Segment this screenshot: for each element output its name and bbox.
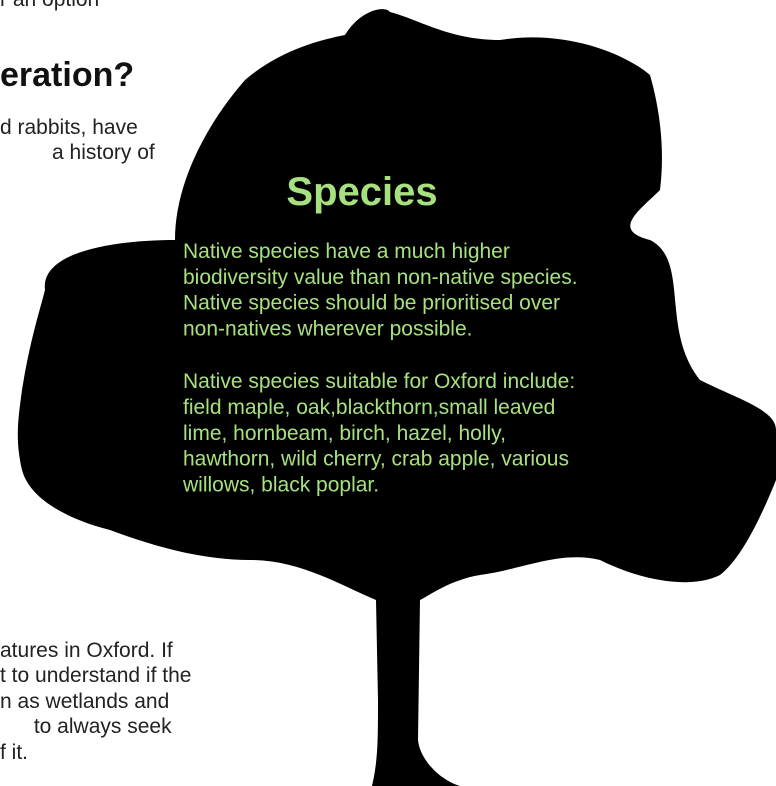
tree-body: Native species have a much higher biodive… — [182, 240, 578, 496]
tree-body-line: Native species suitable for Oxford inclu… — [183, 370, 575, 393]
tree-title: Species — [286, 170, 437, 214]
section-heading: eration? — [0, 56, 134, 94]
tree-body-line: field maple, oak,blackthorn,small leaved — [183, 396, 555, 419]
bottom-line: to always seek — [28, 715, 172, 738]
bottom-text: atures in Oxford. If t to understand if … — [0, 639, 191, 764]
tree-body-line: Native species have a much higher — [183, 240, 510, 263]
tree-body-line: biodiversity value than non-native speci… — [183, 266, 578, 289]
bottom-line: t to understand if the — [0, 664, 191, 687]
tree-body-line: Native species should be prioritised ove… — [183, 292, 560, 315]
tree-silhouette — [17, 9, 776, 786]
intro-line: d rabbits, have — [0, 116, 138, 139]
tree-body-line: non-natives wherever possible. — [183, 317, 473, 340]
bottom-line: f it. — [0, 741, 28, 764]
bottom-line: n as wetlands and — [0, 690, 169, 713]
tree-body-line: hawthorn, wild cherry, crab apple, vario… — [183, 448, 569, 471]
intro-line: a history of — [52, 141, 155, 164]
bottom-line: atures in Oxford. If — [0, 639, 173, 662]
tree-body-line: lime, hornbeam, birch, hazel, holly, — [183, 422, 506, 445]
top-line: r an option — [0, 0, 99, 11]
tree-body-line: willows, black poplar. — [182, 473, 379, 496]
